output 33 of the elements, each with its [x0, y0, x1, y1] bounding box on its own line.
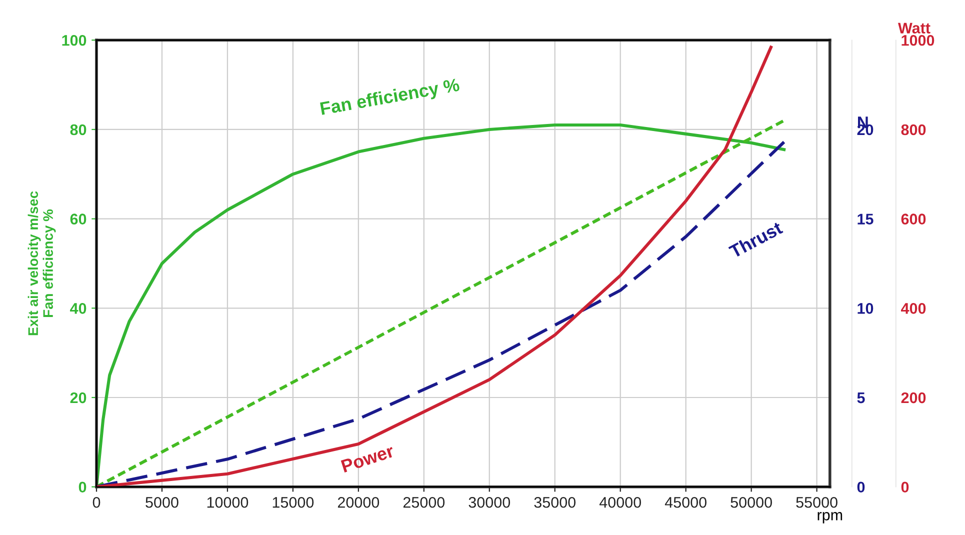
- x-tick-label: 5000: [146, 496, 178, 508]
- y2-tick-label: 10: [858, 303, 874, 314]
- y-tick-label: 60: [70, 214, 86, 224]
- y2-tick-label: 0: [857, 482, 865, 493]
- x-tick-label: 0: [92, 496, 100, 508]
- annotation: Fan efficiency %: [320, 78, 461, 119]
- x-tick-label: 45000: [664, 496, 706, 508]
- y3-tick-label: 1000: [902, 34, 934, 46]
- x-tick-label: 55000: [796, 496, 838, 508]
- x-tick-label: 40000: [599, 496, 642, 508]
- y3-tick-label: 800: [901, 124, 926, 136]
- x-tick-label: 35000: [534, 496, 576, 508]
- y3-tick-label: 600: [901, 214, 926, 224]
- y3-tick-label: 200: [901, 392, 926, 404]
- y3-tick-label: 400: [901, 303, 926, 314]
- y-tick-label: 0: [78, 482, 86, 493]
- x-tick-label: 30000: [468, 496, 510, 508]
- y-axis-title: Exit air velocity m/sec Fan efficiency %: [28, 191, 56, 336]
- annotation: Power: [340, 444, 395, 473]
- y-tick-label: 80: [70, 124, 86, 136]
- y-tick-label: 40: [70, 303, 86, 314]
- x-axis-title: rpm: [818, 512, 842, 524]
- y2-tick-label: 5: [857, 392, 865, 404]
- y3-axis-title: Watt: [898, 22, 930, 34]
- x-tick-label: 10000: [207, 496, 248, 508]
- x-tick-label: 50000: [730, 496, 772, 508]
- x-tick-label: 25000: [403, 496, 445, 508]
- y-tick-label: 100: [62, 34, 86, 46]
- x-tick-label: 20000: [338, 496, 380, 508]
- y-tick-label: 20: [70, 392, 86, 404]
- y3-tick-label: 0: [901, 482, 909, 493]
- y2-tick-label: 15: [858, 214, 874, 224]
- x-tick-label: 15000: [272, 496, 314, 508]
